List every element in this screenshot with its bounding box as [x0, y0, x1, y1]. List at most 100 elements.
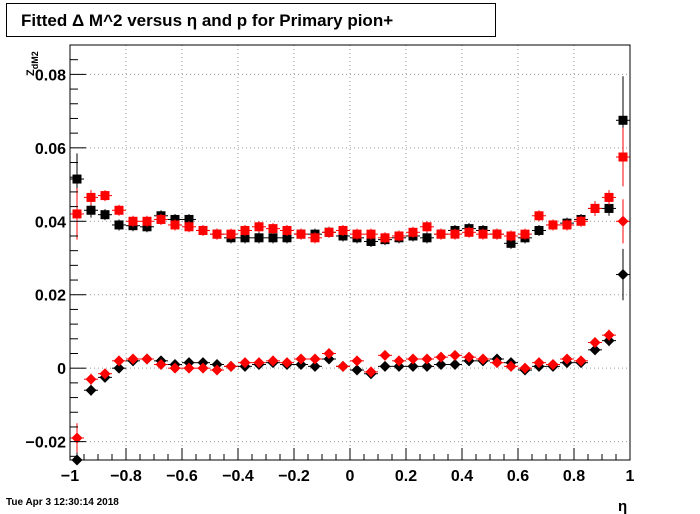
data-point	[393, 360, 405, 372]
data-point	[85, 384, 97, 396]
data-point	[618, 115, 628, 125]
data-point	[211, 364, 223, 376]
y-tick-label: 0.06	[35, 141, 66, 158]
data-point	[449, 349, 461, 361]
data-point	[239, 357, 251, 369]
data-point	[156, 214, 166, 224]
data-point	[407, 353, 419, 365]
data-point	[324, 227, 334, 237]
data-point	[365, 366, 377, 378]
data-point	[100, 210, 110, 220]
data-point	[421, 353, 433, 365]
data-point	[351, 355, 363, 367]
data-point	[254, 222, 264, 232]
title-box: Fitted Δ M^2 versus η and p for Primary …	[6, 3, 496, 37]
data-point	[617, 215, 629, 227]
data-point	[449, 359, 461, 371]
data-point	[394, 231, 404, 241]
data-point	[562, 220, 572, 230]
data-point	[380, 233, 390, 243]
data-point	[393, 355, 405, 367]
data-point	[561, 353, 573, 365]
data-point	[338, 225, 348, 235]
x-tick-label: 0	[346, 468, 355, 485]
data-point	[169, 362, 181, 374]
data-point	[128, 216, 138, 226]
data-point	[225, 360, 237, 372]
data-point	[422, 233, 432, 243]
data-point	[268, 233, 278, 243]
data-point	[534, 211, 544, 221]
data-point	[198, 225, 208, 235]
data-point	[114, 220, 124, 230]
chart-title: Fitted Δ M^2 versus η and p for Primary …	[21, 11, 394, 30]
data-point	[463, 351, 475, 363]
y-tick-label: 0.02	[35, 288, 66, 305]
x-tick-label: −1	[61, 468, 79, 485]
data-point	[337, 360, 349, 372]
data-point	[379, 349, 391, 361]
y-tick-label: 0.08	[35, 67, 66, 84]
data-point	[100, 191, 110, 201]
data-point	[267, 355, 279, 367]
data-point	[533, 357, 545, 369]
x-tick-label: −0.2	[278, 468, 310, 485]
data-point	[435, 351, 447, 363]
grid-lines	[70, 45, 630, 460]
x-axis-title: η	[618, 498, 627, 514]
data-point	[589, 344, 601, 356]
data-point	[575, 355, 587, 367]
data-point	[464, 227, 474, 237]
y-tick-label: 0.04	[35, 214, 66, 231]
data-point	[240, 233, 250, 243]
data-point	[547, 359, 559, 371]
data-point	[113, 355, 125, 367]
data-point	[184, 222, 194, 232]
data-point	[282, 233, 292, 243]
data-point	[604, 192, 614, 202]
data-point	[253, 357, 265, 369]
data-point	[351, 364, 363, 376]
data-point	[86, 192, 96, 202]
data-point	[617, 269, 629, 281]
data-point	[436, 229, 446, 239]
y-tick-label: −0.02	[26, 435, 67, 452]
data-point	[618, 152, 628, 162]
data-point	[240, 225, 250, 235]
timestamp: Tue Apr 3 12:30:14 2018	[6, 497, 119, 508]
data-point	[435, 359, 447, 371]
data-point	[519, 362, 531, 374]
data-point	[212, 229, 222, 239]
data-point	[86, 205, 96, 215]
y-axis-title-subscript: dM2	[30, 51, 40, 69]
data-point	[141, 353, 153, 365]
data-point	[589, 336, 601, 348]
x-tick-label: 0.6	[507, 468, 529, 485]
data-point	[505, 360, 517, 372]
data-point	[296, 229, 306, 239]
data-point	[72, 209, 82, 219]
data-point	[310, 233, 320, 243]
data-point	[477, 353, 489, 365]
x-tick-label: −0.8	[110, 468, 142, 485]
data-series	[70, 76, 630, 466]
data-point	[114, 205, 124, 215]
x-tick-label: 1	[626, 468, 635, 485]
data-point	[254, 233, 264, 243]
y-tick-label: 0	[57, 361, 66, 378]
data-point	[366, 236, 376, 246]
series-1	[70, 76, 630, 249]
data-point	[379, 360, 391, 372]
series-4	[70, 199, 630, 453]
x-tick-label: 0.2	[395, 468, 417, 485]
data-point	[506, 231, 516, 241]
data-point	[309, 353, 321, 365]
data-point	[183, 362, 195, 374]
data-point	[99, 368, 111, 380]
data-point	[421, 360, 433, 372]
x-tick-label: −0.4	[222, 468, 254, 485]
data-point	[422, 222, 432, 232]
data-point	[184, 214, 194, 224]
data-point	[491, 357, 503, 369]
data-point	[197, 357, 209, 369]
